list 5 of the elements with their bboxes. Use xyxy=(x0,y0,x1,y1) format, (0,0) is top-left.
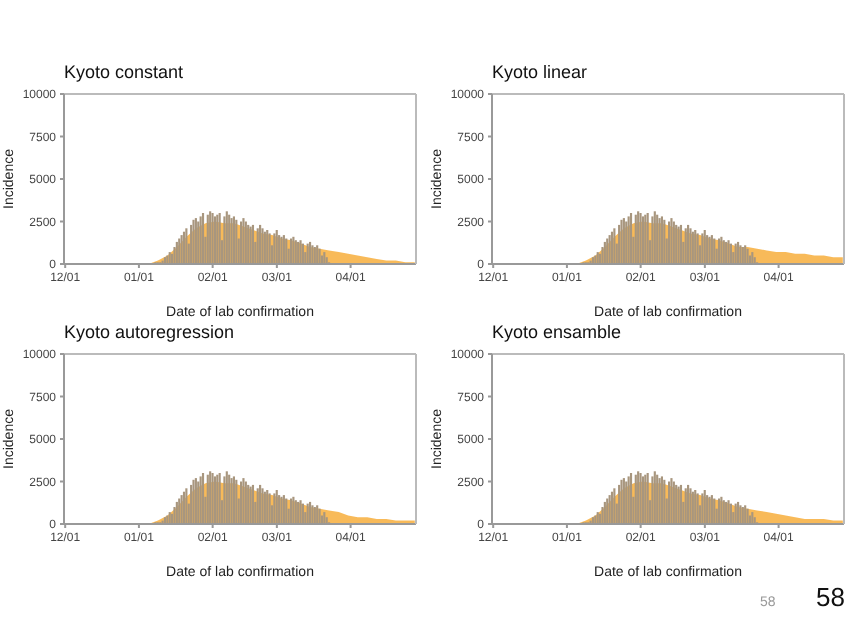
chart-title: Kyoto ensamble xyxy=(490,320,624,344)
chart-title: Kyoto constant xyxy=(62,60,186,84)
text: 58 xyxy=(816,582,845,612)
chart-title: Kyoto autoregression xyxy=(62,320,237,344)
chart-title: Kyoto linear xyxy=(490,60,590,84)
